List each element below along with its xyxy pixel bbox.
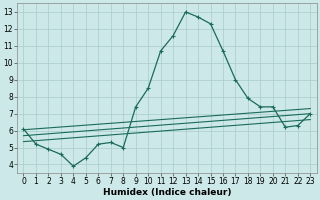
X-axis label: Humidex (Indice chaleur): Humidex (Indice chaleur): [103, 188, 231, 197]
